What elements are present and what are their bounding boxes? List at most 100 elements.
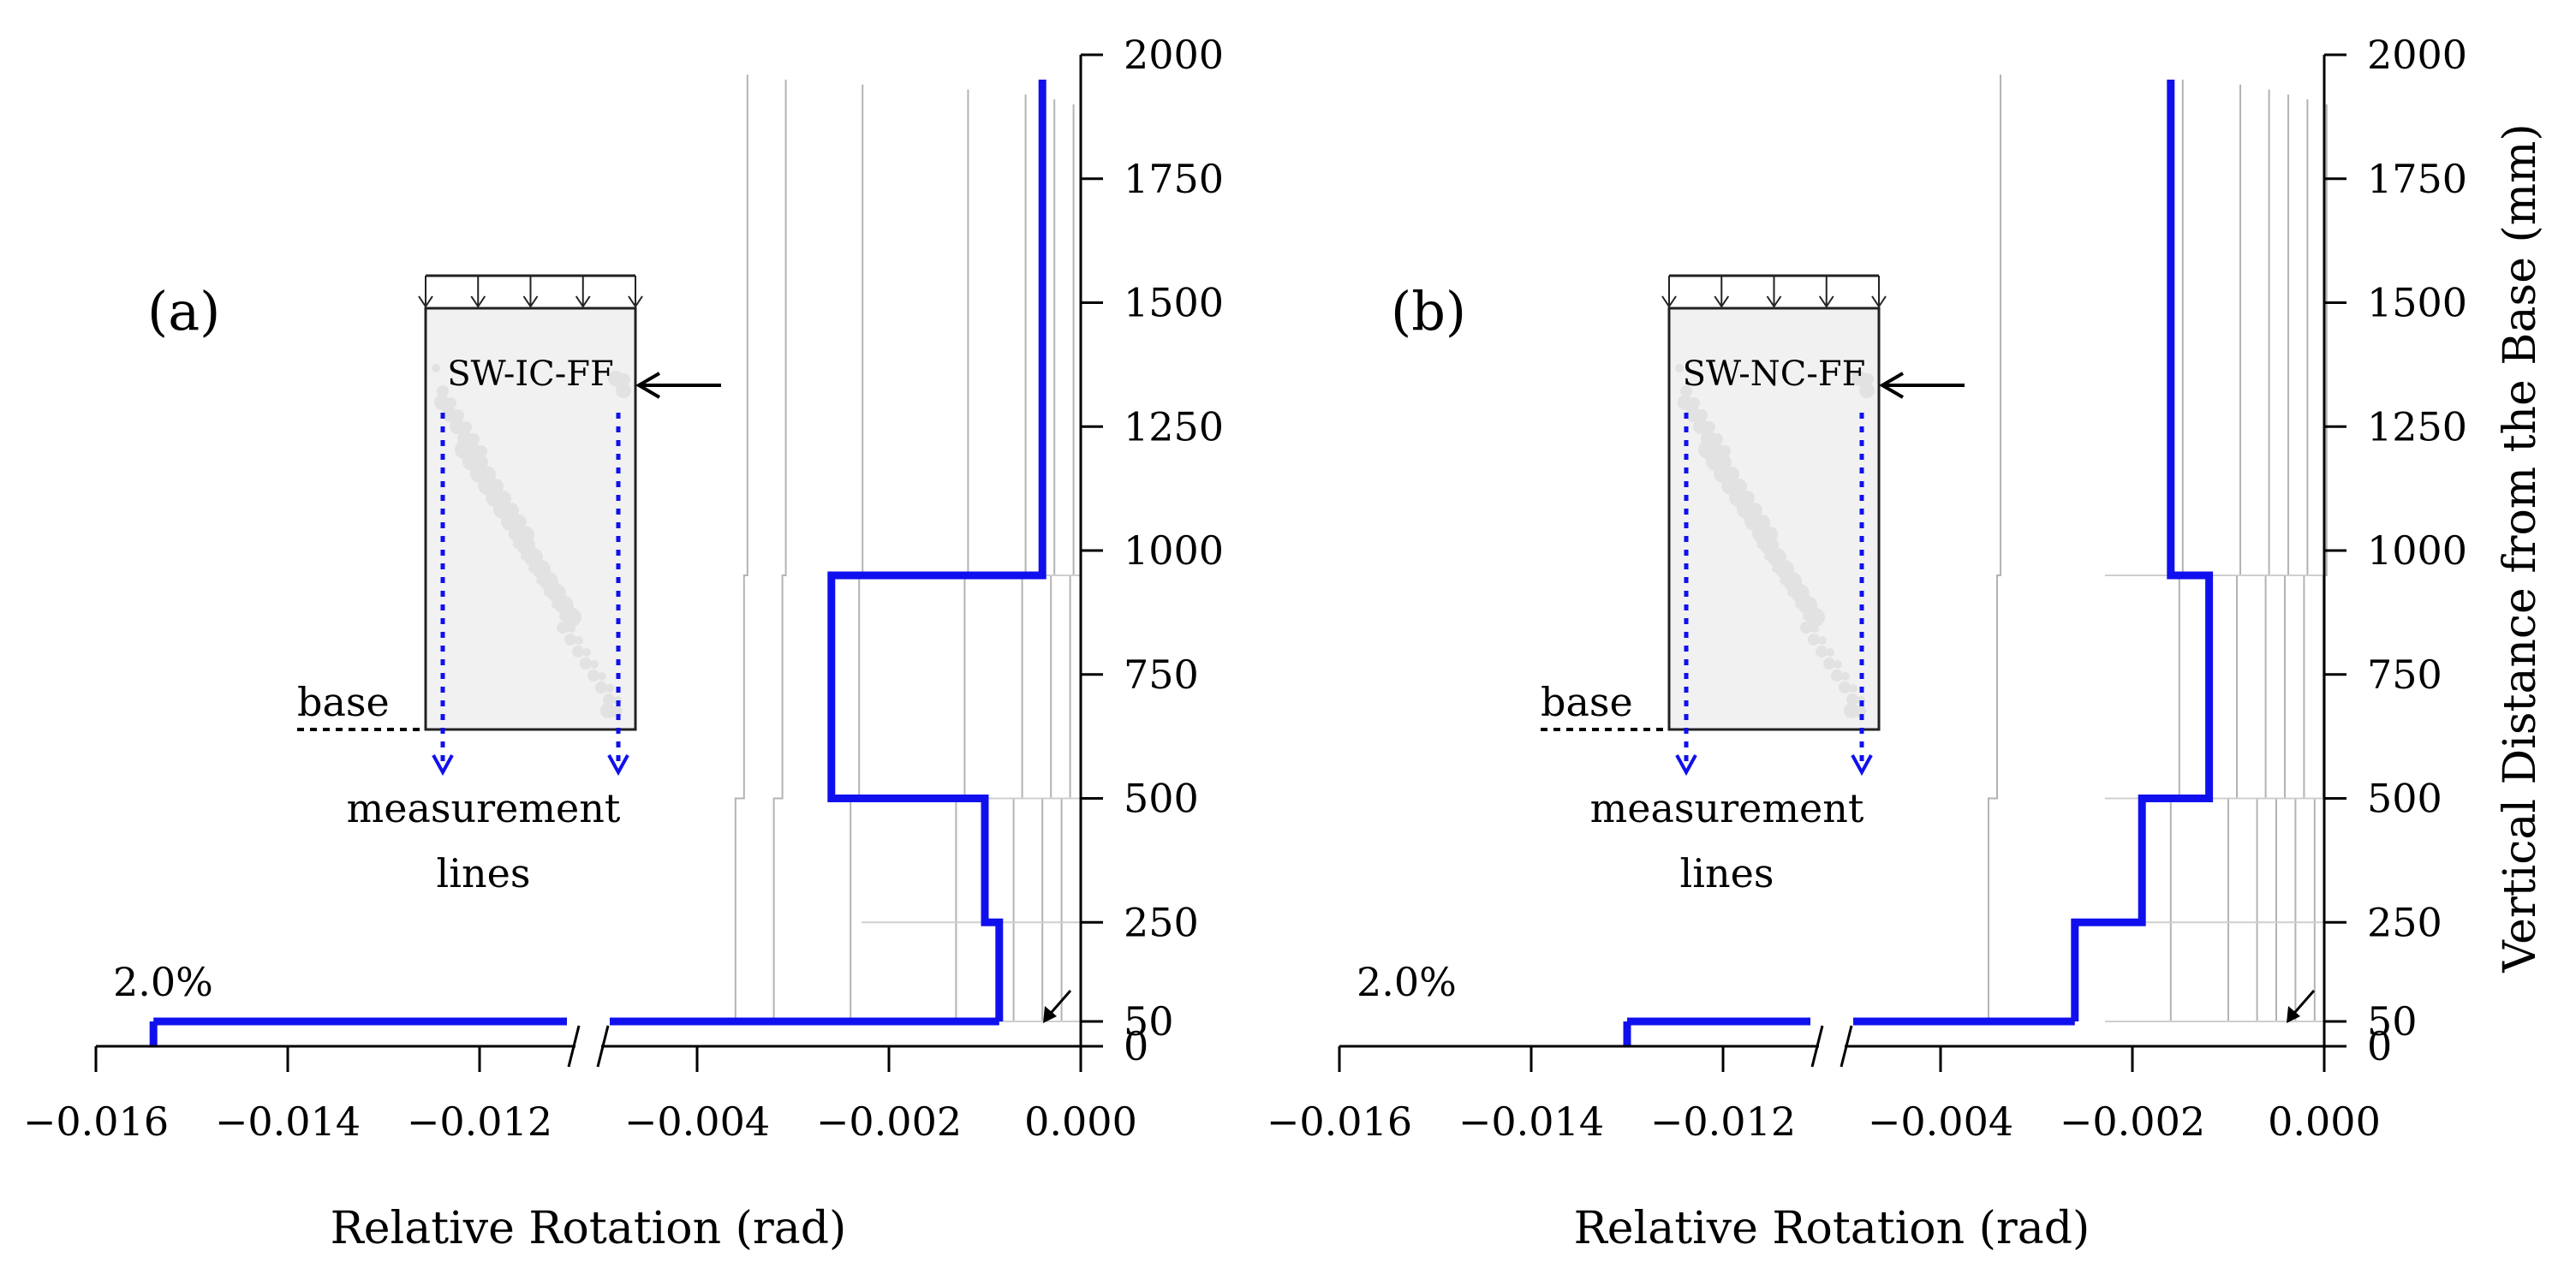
- texture-dot: [1764, 552, 1773, 561]
- texture-dot: [1780, 576, 1788, 585]
- texture-dot: [1800, 622, 1812, 634]
- envelope-line: [955, 89, 969, 1022]
- texture-dot: [1844, 703, 1859, 718]
- x-tick-label: 0.000: [2268, 1098, 2381, 1145]
- texture-dot: [1772, 564, 1780, 573]
- envelope-line: [1988, 74, 2001, 1022]
- y-tick-label: 1000: [2367, 527, 2467, 574]
- specimen-name: SW-NC-FF: [1683, 354, 1866, 394]
- load-arrow-head: [1871, 295, 1887, 308]
- envelope-line: [2227, 84, 2241, 1022]
- y-tick-label: 750: [1124, 652, 1199, 698]
- texture-dot: [608, 371, 623, 386]
- y-tick-label: 50: [1124, 998, 1174, 1045]
- panel-label: (a): [147, 280, 220, 342]
- texture-dot: [455, 440, 474, 459]
- texture-dot: [590, 660, 599, 669]
- panel-label: (b): [1391, 280, 1466, 342]
- y-tick-label: 0: [2367, 1023, 2392, 1069]
- texture-dot: [1795, 600, 1804, 609]
- envelope-line: [1060, 104, 1075, 1022]
- lateral-arrow-head: [635, 372, 661, 399]
- texture-dot: [1698, 440, 1717, 459]
- envelope-line: [772, 79, 787, 1022]
- texture-dot: [1685, 407, 1701, 422]
- texture-dot: [1826, 648, 1834, 657]
- envelope-line: [1041, 99, 1056, 1022]
- texture-dot: [1816, 646, 1828, 658]
- panel-a: −0.016 −0.014 −0.012 −0.004 −0.002 0.000 Relat…: [23, 32, 1224, 1254]
- texture-dot: [567, 624, 575, 633]
- series-highlight: [827, 79, 1046, 1022]
- y-tick-label: 1000: [1124, 527, 1224, 574]
- texture-dot: [1823, 658, 1835, 670]
- texture-dot: [1841, 672, 1850, 681]
- texture-dot: [513, 540, 522, 549]
- x-axis-title: Relative Rotation (rad): [331, 1203, 847, 1254]
- texture-dot: [432, 364, 440, 372]
- envelope-line: [2294, 99, 2309, 1022]
- y-tick-label: 1500: [2367, 280, 2467, 326]
- texture-dot: [595, 682, 607, 694]
- measurement-label-2: lines: [437, 850, 531, 896]
- load-arrow-head: [1818, 295, 1834, 308]
- texture-dot: [1834, 660, 1842, 669]
- y-tick-label: 1750: [1124, 156, 1224, 202]
- texture-dot: [572, 646, 584, 658]
- y-tick-label: 0: [1124, 1023, 1148, 1069]
- texture-dot: [587, 670, 599, 682]
- axis-break-mark: [596, 1025, 610, 1068]
- origin-arrow-head: [1043, 1006, 1057, 1024]
- texture-dot: [598, 672, 606, 681]
- origin-arrow-head: [2287, 1006, 2300, 1024]
- measurement-label-1: measurement: [1590, 785, 1864, 831]
- envelope-line: [1012, 94, 1027, 1022]
- texture-dot: [1810, 624, 1819, 633]
- y-tick-label: 750: [2367, 652, 2442, 698]
- texture-dot: [1849, 684, 1857, 693]
- load-arrow-head: [628, 295, 643, 308]
- texture-dot: [437, 385, 449, 397]
- envelope-line: [734, 74, 748, 1022]
- texture-dot: [434, 395, 450, 410]
- panel-b: −0.016 −0.014 −0.012 −0.004 −0.002 0.000 Relat…: [1267, 32, 2546, 1254]
- x-tick-label: −0.012: [407, 1098, 552, 1145]
- texture-dot: [616, 383, 631, 398]
- texture-dot: [1852, 371, 1867, 386]
- texture-dot: [582, 648, 591, 657]
- specimen-wall: [1667, 307, 1881, 731]
- y-tick-label: 50: [2367, 998, 2418, 1045]
- texture-dot: [575, 636, 583, 645]
- envelope-line: [850, 84, 864, 1022]
- load-arrow-head: [575, 295, 591, 308]
- texture-dot: [1831, 670, 1843, 682]
- y-tick-label: 250: [2367, 899, 2442, 945]
- specimen-name: SW-IC-FF: [447, 354, 614, 394]
- texture-dot: [1693, 419, 1708, 434]
- base-label: base: [297, 679, 390, 725]
- x-tick-label: −0.002: [2060, 1098, 2205, 1145]
- texture-dot: [552, 600, 560, 609]
- axis-break-mark: [1810, 1025, 1824, 1068]
- axis-break-mark: [567, 1025, 581, 1068]
- lateral-arrow-head: [1879, 372, 1905, 399]
- texture-dot: [603, 694, 615, 705]
- base-label: base: [1541, 679, 1633, 725]
- specimen-inset: SW-IC-FF base measurement lines: [297, 274, 721, 896]
- measurement-label-2: lines: [1680, 850, 1774, 896]
- x-tick-label: −0.016: [23, 1098, 169, 1145]
- drift-label: 2.0%: [1357, 959, 1457, 1005]
- texture-dot: [521, 552, 529, 561]
- texture-dot: [1678, 395, 1693, 410]
- texture-dot: [442, 407, 457, 422]
- load-arrow-head: [1661, 295, 1677, 308]
- texture-dot: [605, 684, 614, 693]
- envelope-line: [2275, 94, 2289, 1022]
- x-tick-label: −0.014: [215, 1098, 361, 1145]
- texture-dot: [1675, 364, 1684, 372]
- x-tick-label: −0.014: [1458, 1098, 1604, 1145]
- y-tick-label: 500: [2367, 776, 2442, 822]
- series-highlight: [2071, 79, 2214, 1022]
- envelope-line: [2169, 79, 2184, 1022]
